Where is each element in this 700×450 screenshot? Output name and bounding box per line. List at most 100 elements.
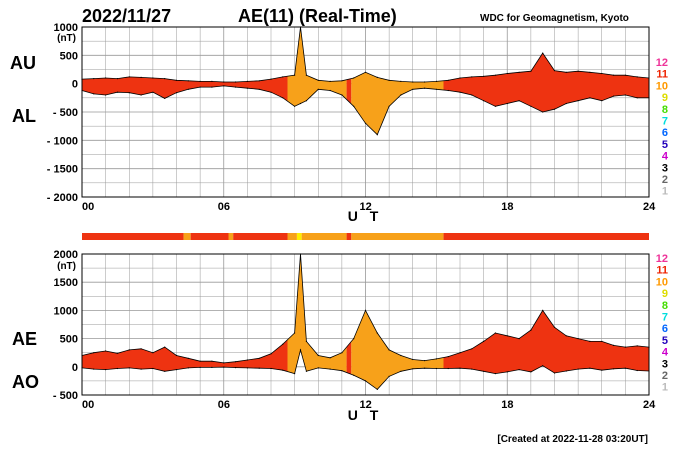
data-point-ae [447,356,449,358]
y-tick-label: 1500 [54,277,78,289]
data-point-al [152,91,154,93]
y-tick-label: 2000 [54,249,78,261]
data-point-ao [341,370,343,372]
data-point-ao [483,370,485,372]
data-point-au [175,79,178,81]
data-point-al [435,88,437,90]
top-panel-xlabel: U T [348,208,383,224]
data-point-au [613,74,615,76]
legend-entry: 4 [662,347,669,359]
data-point-ae [175,354,178,357]
data-point-au [447,79,449,81]
data-point-al [400,94,402,96]
data-point-ao [577,368,579,370]
x-tick-label: 12 [360,399,372,411]
data-point-ae [152,352,154,354]
data-point-au [636,76,638,78]
data-point-au [530,70,532,72]
y-tick-label: 500 [60,50,78,62]
data-point-au [553,70,556,72]
data-point-al [116,91,118,93]
activity-fill-red [443,310,649,374]
data-point-au [223,81,225,83]
activity-strip-segment [346,233,352,240]
data-point-au [353,77,355,79]
plot-date: 2022/11/27 [82,6,171,26]
legend-entry: 10 [656,80,668,92]
x-tick-label: 06 [218,399,230,411]
data-point-au [152,77,154,79]
data-point-ao [299,349,302,351]
data-credit: WDC for Geomagnetism, Kyoto [480,13,629,24]
data-point-au [542,52,544,54]
ae-ao-panel: 2000 1500 1000 500 0 - 500 00 06 12 18 24 [53,249,656,411]
data-point-ao [128,367,130,369]
data-point-ae [424,360,426,362]
data-point-ae [341,352,343,354]
data-point-au [624,74,627,76]
data-point-al [305,100,307,102]
data-point-al [364,122,367,124]
data-point-ae [412,358,414,361]
data-point-au [459,77,461,79]
data-point-ao [376,388,378,390]
activity-strip-segment [183,233,191,240]
data-point-al [376,134,378,136]
data-point-ao [211,366,213,368]
series-line-ae [81,253,650,364]
data-point-al [187,88,189,90]
data-point-al [530,105,532,107]
data-point-au [483,75,485,77]
data-point-ae [601,340,603,342]
data-point-ae [542,309,544,311]
data-point-ao [294,373,296,375]
data-point-ae [116,352,118,354]
side-label-al: AL [12,106,36,126]
data-point-ae [494,332,496,334]
activity-fill-red [346,78,352,105]
legend-entry: 12 [656,57,668,69]
activity-strip-segment [301,233,347,240]
data-point-ao [105,369,107,371]
data-point-ae [258,357,260,359]
y-tick-label: - 500 [53,107,78,119]
data-point-au [518,71,520,73]
activity-strip-segment [233,233,288,240]
data-point-ao [235,367,237,369]
legend-entry: 8 [662,104,668,116]
data-point-ae [400,354,402,357]
data-point-ao [246,367,248,369]
data-point-ae [187,357,189,359]
data-point-au [577,70,579,72]
data-point-au [317,79,319,81]
data-point-ae [471,348,473,350]
activity-fill-red [82,76,288,102]
data-point-ao [459,367,461,369]
activity-strip-segment [82,233,184,240]
plot-frame [81,26,650,198]
data-point-ae [235,361,237,363]
data-point-al [211,86,213,88]
data-point-ae [459,352,461,354]
activity-strip-segment [297,233,302,240]
plot-title: AE(11) (Real-Time) [238,6,397,26]
data-point-ao [400,370,402,372]
data-point-al [93,93,95,95]
data-point-ao [613,368,615,370]
legend-entry: 9 [662,288,668,300]
legend-entry: 2 [662,174,668,186]
data-point-ae [140,348,142,350]
data-point-ao [140,368,142,370]
data-point-ao [187,367,189,369]
data-point-ae [199,360,201,362]
data-point-ao [530,371,532,373]
data-point-ao [116,367,118,370]
legend-entry: 1 [662,382,668,394]
data-point-ao [93,368,95,370]
data-point-al [353,105,355,107]
data-point-al [553,108,556,110]
data-point-ao [542,365,544,367]
data-point-au [164,78,166,80]
data-point-au [364,71,367,73]
